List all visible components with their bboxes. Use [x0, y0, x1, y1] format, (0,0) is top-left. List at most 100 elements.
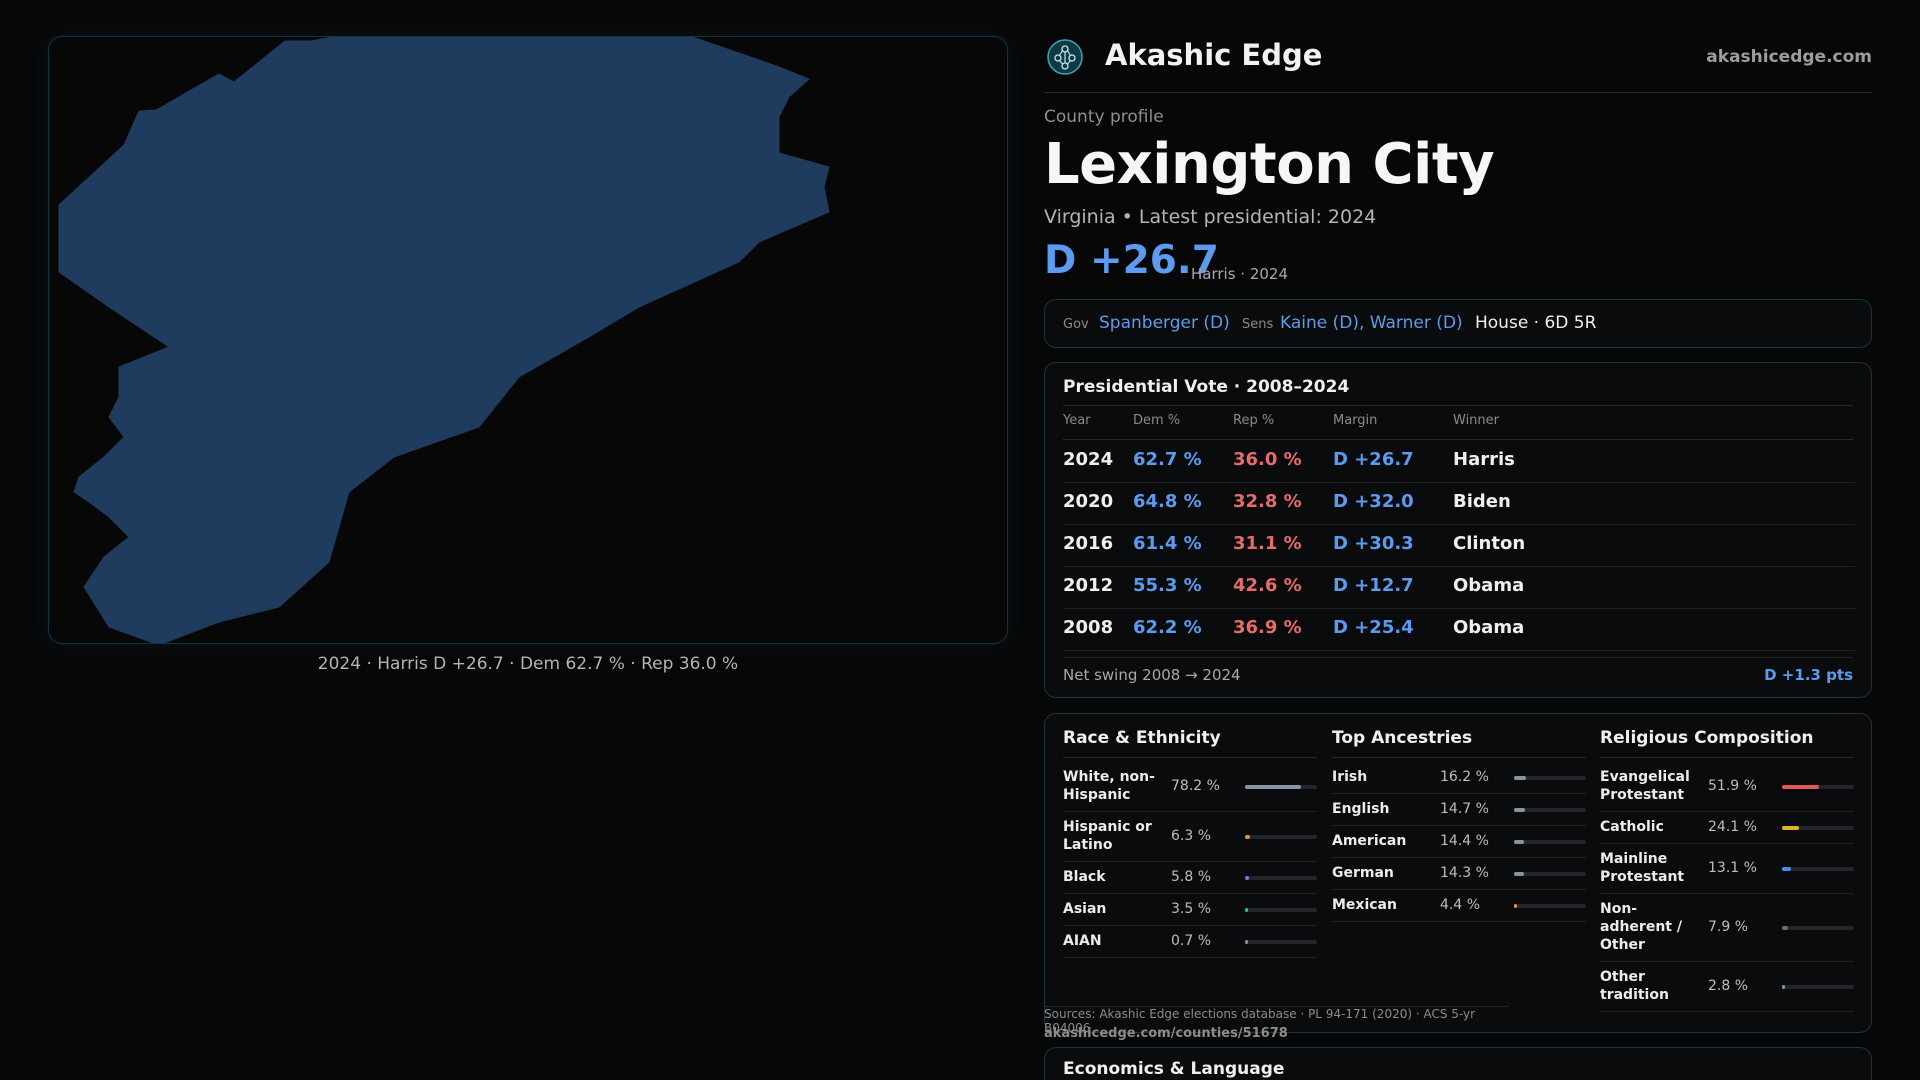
item-label: American — [1332, 833, 1407, 849]
item-value: 6.3 % — [1171, 828, 1212, 844]
brand-name[interactable]: Akashic Edge — [1105, 38, 1323, 72]
presidential-vote-title: Presidential Vote · 2008–2024 — [1063, 377, 1350, 397]
net-swing-value: D +1.3 pts — [1764, 666, 1853, 684]
item-value: 3.5 % — [1171, 901, 1212, 917]
divider — [1063, 757, 1317, 758]
headline-margin-note: Harris · 2024 — [1191, 265, 1289, 283]
item-value: 14.7 % — [1440, 801, 1489, 817]
app-header: Akashic Edge akashicedge.com — [1044, 38, 1872, 93]
share-bar-fill — [1514, 776, 1526, 780]
divider — [1332, 757, 1586, 758]
source-url-link[interactable]: akashicedge.com/counties/51678 — [1044, 1026, 1288, 1041]
cell-dem-pct: 62.2 % — [1133, 617, 1202, 638]
table-row: 2024 62.7 % 36.0 % D +26.7 Harris — [1063, 441, 1855, 483]
cell-margin: D +25.4 — [1333, 617, 1414, 638]
item-value: 0.7 % — [1171, 933, 1212, 949]
cell-dem-pct: 55.3 % — [1133, 575, 1202, 596]
share-bar — [1514, 776, 1586, 780]
list-item: Irish 16.2 % — [1332, 762, 1586, 794]
share-bar-fill — [1245, 785, 1302, 789]
list-item: Evangelical Protestant 51.9 % — [1600, 762, 1854, 812]
share-bar — [1782, 785, 1854, 789]
item-value: 51.9 % — [1708, 778, 1757, 794]
page-subtitle: Virginia • Latest presidential: 2024 — [1044, 206, 1377, 228]
item-value: 7.9 % — [1708, 919, 1749, 935]
page-title: Lexington City — [1044, 132, 1495, 197]
item-value: 5.8 % — [1171, 869, 1212, 885]
list-item: American 14.4 % — [1332, 826, 1586, 858]
list-item: Other tradition 2.8 % — [1600, 962, 1854, 1012]
share-bar-fill — [1782, 985, 1785, 989]
cell-year: 2012 — [1063, 575, 1114, 596]
list-item: English 14.7 % — [1332, 794, 1586, 826]
religion-title: Religious Composition — [1600, 728, 1814, 748]
share-bar-fill — [1245, 908, 1248, 912]
tree-of-life-icon[interactable] — [1046, 38, 1084, 76]
item-label: Irish — [1332, 769, 1368, 785]
house-value: House · 6D 5R — [1475, 313, 1597, 333]
list-item: Hispanic or Latino 6.3 % — [1063, 812, 1317, 862]
item-label: Mexican — [1332, 897, 1397, 913]
list-item: Non-adherent / Other 7.9 % — [1600, 894, 1854, 962]
item-label: Asian — [1063, 901, 1107, 917]
divider — [1600, 757, 1854, 758]
list-item: Mainline Protestant 13.1 % — [1600, 844, 1854, 894]
share-bar — [1514, 840, 1586, 844]
cell-year: 2024 — [1063, 449, 1114, 470]
item-value: 14.4 % — [1440, 833, 1489, 849]
cell-year: 2016 — [1063, 533, 1114, 554]
item-value: 78.2 % — [1171, 778, 1220, 794]
cell-dem-pct: 61.4 % — [1133, 533, 1202, 554]
senators-label: Sens — [1242, 317, 1274, 332]
item-value: 24.1 % — [1708, 819, 1757, 835]
religion-section: Religious Composition Evangelical Protes… — [1600, 714, 1854, 1012]
ancestries-section: Top Ancestries Irish 16.2 % English 14.7 % A… — [1332, 714, 1586, 994]
table-row: 2016 61.4 % 31.1 % D +30.3 Clinton — [1063, 525, 1855, 567]
item-label: German — [1332, 865, 1394, 881]
county-shape[interactable] — [58, 37, 830, 644]
item-label: Mainline Protestant — [1600, 851, 1685, 885]
item-label: Catholic — [1600, 819, 1664, 835]
table-row: 2020 64.8 % 32.8 % D +32.0 Biden — [1063, 483, 1855, 525]
list-item: Mexican 4.4 % — [1332, 890, 1586, 922]
item-value: 4.4 % — [1440, 897, 1481, 913]
share-bar-fill — [1782, 785, 1820, 789]
item-label: Black — [1063, 869, 1106, 885]
economics-title: Economics & Language — [1063, 1059, 1285, 1079]
item-label: AIAN — [1063, 933, 1102, 949]
cell-margin: D +12.7 — [1333, 575, 1414, 596]
share-bar-fill — [1514, 872, 1525, 876]
col-margin: Margin — [1333, 413, 1378, 428]
ancestries-title: Top Ancestries — [1332, 728, 1473, 748]
share-bar — [1514, 904, 1586, 908]
share-bar-fill — [1245, 835, 1250, 839]
cell-winner: Biden — [1453, 491, 1511, 512]
demographics-card: Race & Ethnicity White, non-Hispanic 78.2… — [1044, 713, 1872, 1033]
list-item: White, non-Hispanic 78.2 % — [1063, 762, 1317, 812]
county-map-panel[interactable] — [48, 36, 1008, 644]
economics-card: Economics & Language — [1044, 1047, 1872, 1080]
list-item: Catholic 24.1 % — [1600, 812, 1854, 844]
cell-margin: D +26.7 — [1333, 449, 1414, 470]
list-item: Black 5.8 % — [1063, 862, 1317, 894]
share-bar-fill — [1782, 926, 1788, 930]
headline-margin: D +26.7 — [1044, 238, 1219, 283]
share-bar — [1782, 985, 1854, 989]
share-bar-fill — [1514, 904, 1518, 908]
col-dem: Dem % — [1133, 413, 1181, 428]
item-value: 2.8 % — [1708, 978, 1749, 994]
site-link[interactable]: akashicedge.com — [1706, 47, 1872, 67]
table-row: 2008 62.2 % 36.9 % D +25.4 Obama — [1063, 609, 1855, 651]
item-label: Hispanic or Latino — [1063, 819, 1152, 853]
item-label: English — [1332, 801, 1390, 817]
share-bar — [1514, 872, 1586, 876]
col-winner: Winner — [1453, 413, 1500, 428]
cell-winner: Obama — [1453, 575, 1525, 596]
item-label: Non-adherent / Other — [1600, 901, 1682, 953]
sources-note: Sources: Akashic Edge elections database… — [1044, 1006, 1509, 1035]
item-label: Evangelical Protestant — [1600, 769, 1690, 803]
cell-winner: Obama — [1453, 617, 1525, 638]
share-bar-fill — [1782, 867, 1792, 871]
share-bar — [1514, 808, 1586, 812]
col-year: Year — [1063, 413, 1091, 428]
